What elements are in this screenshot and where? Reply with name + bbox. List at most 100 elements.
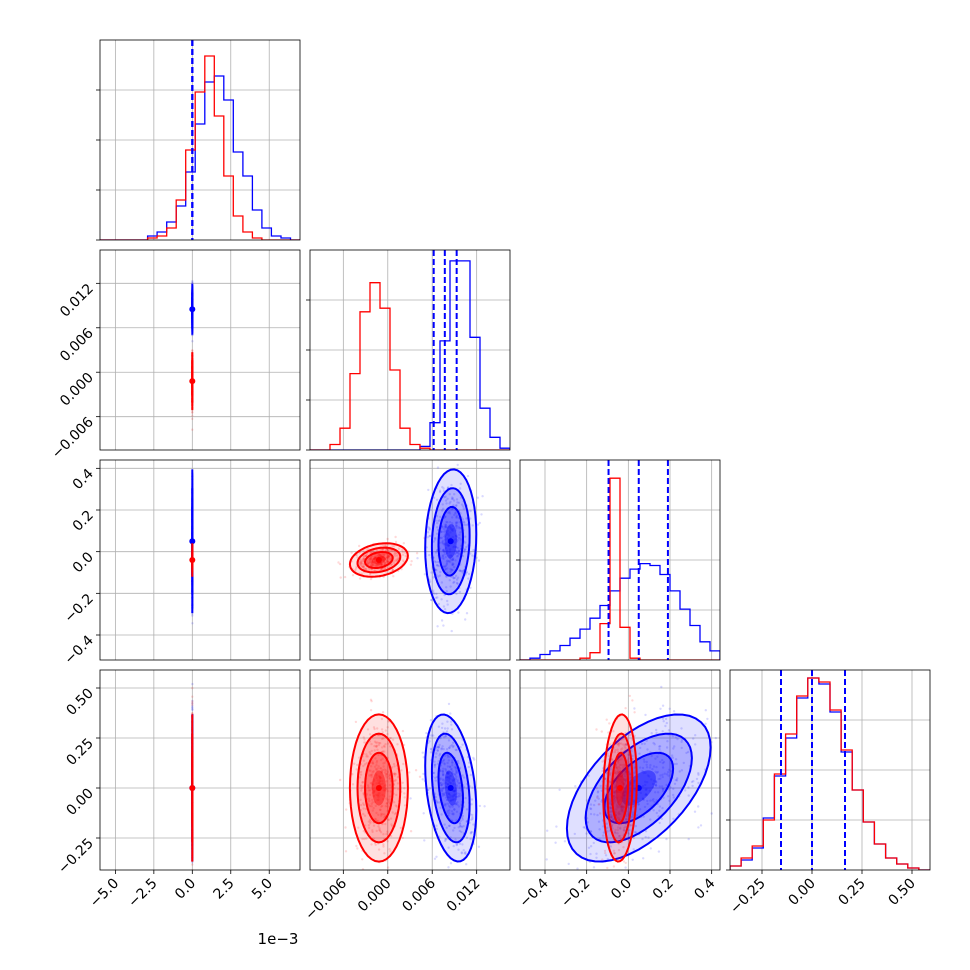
sample-point xyxy=(381,562,384,565)
sample-point xyxy=(441,778,444,781)
sample-point xyxy=(616,794,619,797)
sample-point xyxy=(457,549,461,552)
sample-point xyxy=(446,753,449,756)
sample-point xyxy=(613,851,616,855)
sample-point xyxy=(390,824,394,828)
sample-point xyxy=(191,904,193,906)
sample-point xyxy=(357,826,360,829)
sample-point xyxy=(429,719,433,722)
sample-point xyxy=(371,562,374,566)
sample-point xyxy=(452,576,455,580)
sample-point xyxy=(471,786,474,789)
sample-point xyxy=(456,576,460,579)
sample-point xyxy=(440,619,444,622)
sample-point xyxy=(625,814,628,818)
sample-point xyxy=(480,513,483,516)
sample-point xyxy=(471,813,474,817)
sample-point xyxy=(434,536,437,540)
sample-point xyxy=(385,797,388,800)
sample-point xyxy=(463,786,466,789)
sample-point xyxy=(455,581,459,585)
sample-point xyxy=(435,526,439,529)
sample-point xyxy=(660,685,663,689)
sample-point xyxy=(664,724,667,728)
sample-point xyxy=(451,770,454,773)
sample-point xyxy=(434,596,438,599)
sample-point xyxy=(617,812,620,815)
sample-point xyxy=(371,560,374,563)
sample-point xyxy=(446,559,449,562)
sample-point xyxy=(351,773,354,776)
sample-point xyxy=(379,776,382,779)
sample-point xyxy=(446,541,449,545)
sample-point xyxy=(394,811,398,815)
sample-point xyxy=(378,553,381,556)
sample-point xyxy=(191,410,194,414)
sample-point xyxy=(451,759,454,762)
sample-point xyxy=(628,829,631,832)
sample-point xyxy=(444,804,447,807)
sample-point xyxy=(378,553,382,557)
sample-point xyxy=(623,829,626,832)
sample-point xyxy=(462,507,465,510)
sample-point xyxy=(403,792,406,795)
sample-point xyxy=(563,840,567,843)
sample-point xyxy=(362,556,366,559)
sample-point xyxy=(422,812,425,815)
sample-point xyxy=(638,752,641,755)
sample-point xyxy=(447,560,450,563)
sample-point xyxy=(616,760,620,763)
sample-point xyxy=(384,788,387,791)
sample-point xyxy=(460,830,463,834)
sample-point xyxy=(446,532,450,535)
sample-point xyxy=(445,531,448,535)
sample-point xyxy=(453,777,456,780)
sample-point xyxy=(456,521,459,524)
sample-point xyxy=(665,773,669,776)
sample-point xyxy=(633,707,636,710)
sample-point xyxy=(447,702,451,706)
sample-point xyxy=(436,466,440,469)
sample-point xyxy=(687,786,690,789)
sample-point xyxy=(648,766,652,769)
sample-point xyxy=(390,563,393,566)
sample-point xyxy=(355,567,358,570)
sample-point xyxy=(390,563,393,566)
sample-point xyxy=(633,830,637,834)
sample-point xyxy=(621,810,624,813)
sample-point xyxy=(369,562,372,565)
sample-point xyxy=(409,797,412,800)
sample-point xyxy=(615,784,618,788)
sample-point xyxy=(645,763,648,766)
sample-point xyxy=(655,728,658,732)
sample-point xyxy=(471,554,474,557)
sample-point xyxy=(449,782,453,785)
sample-point xyxy=(621,777,624,780)
sample-point xyxy=(704,722,707,725)
sample-point xyxy=(386,549,389,552)
sample-point xyxy=(669,770,673,773)
sample-point xyxy=(446,599,449,603)
sample-point xyxy=(378,775,382,778)
sample-point xyxy=(395,805,398,808)
sample-point xyxy=(393,801,396,804)
sample-point xyxy=(367,824,371,827)
sample-point xyxy=(612,791,615,794)
sample-point xyxy=(358,756,361,759)
sample-point xyxy=(624,779,627,783)
sample-point xyxy=(456,539,459,542)
sample-point xyxy=(458,533,461,536)
sample-point xyxy=(370,782,373,785)
sample-point xyxy=(462,849,465,852)
sample-point xyxy=(620,792,623,795)
sample-point xyxy=(371,787,374,791)
sample-point xyxy=(385,773,389,776)
sample-point xyxy=(444,839,447,843)
sample-point xyxy=(428,553,431,557)
sample-point xyxy=(435,564,439,567)
sample-point xyxy=(365,755,368,758)
sample-point xyxy=(442,747,445,751)
sample-point xyxy=(624,781,627,784)
sample-point xyxy=(373,749,376,752)
sample-point xyxy=(447,824,451,827)
